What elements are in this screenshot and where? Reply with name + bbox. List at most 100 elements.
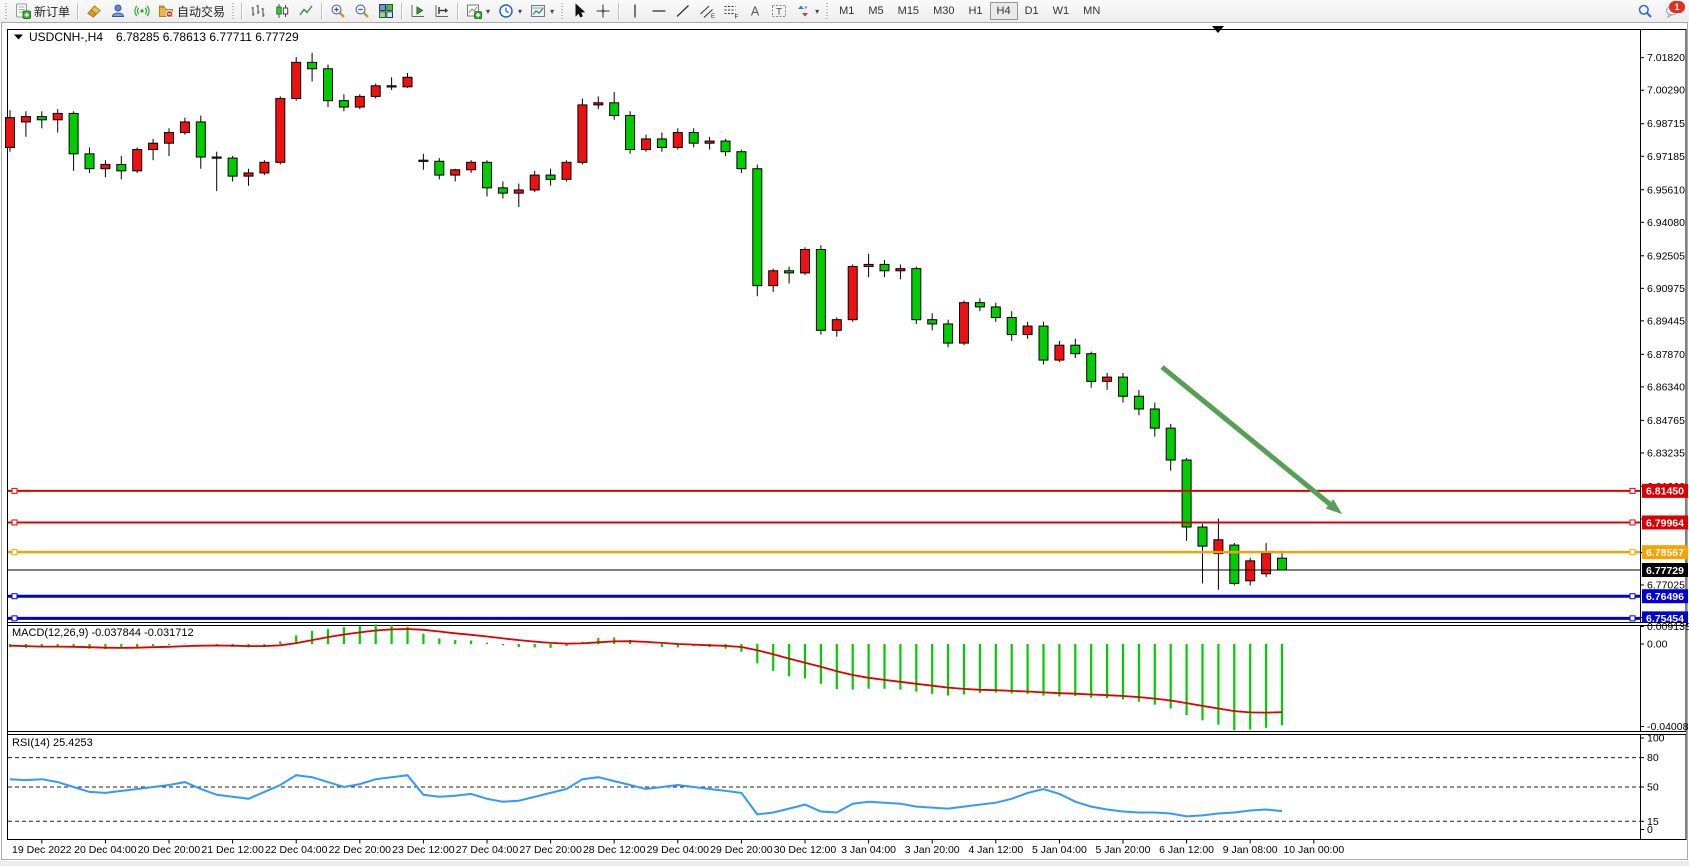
horizontal-line[interactable]: 6.78567 (8, 545, 1688, 560)
auto-scroll-button[interactable] (406, 1, 430, 21)
chart-symbol-label: USDCNH-,H4 (29, 30, 103, 44)
text-label-button[interactable]: T (767, 1, 791, 21)
toolbar-separator (401, 2, 404, 20)
new-order-label: 新订单 (34, 4, 71, 19)
arrows-button[interactable]: ▾ (791, 1, 823, 21)
candle-body (800, 249, 810, 274)
chart-window: 7.01820 7.00290 6.98715 6.97185 6.95610 6.940… (0, 22, 1689, 861)
horizontal-line-button[interactable] (647, 1, 671, 21)
time-axis[interactable]: 19 Dec 2022 20 Dec 04:00 20 Dec 20:00 21 De… (12, 839, 1344, 857)
vertical-line-icon (634, 4, 636, 18)
channel-icon: E (700, 5, 715, 19)
toolbar-gripper[interactable] (231, 3, 237, 19)
timeframe-d1-button[interactable]: D1 (1018, 2, 1046, 20)
search-button[interactable] (1633, 1, 1657, 21)
templates-button[interactable]: ▾ (526, 1, 558, 21)
svg-text:6.87870: 6.87870 (1647, 349, 1685, 361)
timeframe-m1-button[interactable]: M1 (832, 2, 861, 20)
candle-body (847, 266, 858, 321)
timeframe-m15-button[interactable]: M15 (891, 2, 926, 20)
vertical-line-button[interactable] (623, 1, 647, 21)
svg-text:80: 80 (1647, 752, 1659, 764)
horizontal-line[interactable]: 6.76496 (8, 589, 1688, 604)
chart-canvas[interactable]: 7.01820 7.00290 6.98715 6.97185 6.95610 6.940… (0, 22, 1689, 861)
account-icon (112, 4, 125, 17)
candle-body (1197, 526, 1208, 547)
svg-text:6.84765: 6.84765 (1647, 415, 1685, 427)
dropdown-arrow-icon: ▾ (550, 6, 555, 16)
toolbar-separator (457, 2, 460, 20)
candle-body (752, 168, 763, 287)
crosshair-button[interactable] (591, 1, 615, 21)
chart-shift-marker[interactable] (1212, 26, 1224, 33)
horizontal-line[interactable]: 6.81450 (8, 483, 1688, 498)
auto-trading-button[interactable]: 自动交易 (154, 1, 229, 21)
svg-text:6.83235: 6.83235 (1647, 447, 1685, 459)
cursor-button[interactable] (567, 1, 591, 21)
new-chart-button[interactable]: ▾ (462, 1, 494, 21)
timeframe-h4-button[interactable]: H4 (989, 2, 1018, 20)
chart-shift-button[interactable] (430, 1, 454, 21)
timeframe-h1-button[interactable]: H1 (961, 2, 989, 20)
candle-body (195, 121, 206, 158)
svg-text:22 Dec 04:00: 22 Dec 04:00 (265, 844, 328, 856)
candle-body (1181, 459, 1192, 528)
trendline-button[interactable] (671, 1, 695, 21)
svg-text:27 Dec 04:00: 27 Dec 04:00 (456, 844, 519, 856)
candle-chart-icon (276, 4, 289, 18)
svg-text:-0.040081: -0.040081 (1647, 721, 1689, 733)
zoom-in-button[interactable] (326, 1, 350, 21)
tile-windows-button[interactable] (374, 1, 398, 21)
macd-signal-line (9, 628, 1283, 714)
svg-text:6.92505: 6.92505 (1647, 250, 1685, 262)
periods-button[interactable]: ▾ (494, 1, 526, 21)
candle-body (990, 306, 1001, 319)
auto-trading-icon (159, 5, 174, 18)
candle-body (307, 61, 318, 70)
candle-body (656, 138, 667, 148)
line-handle (11, 549, 18, 556)
signals-button[interactable] (130, 1, 154, 21)
new-order-button[interactable]: 新订单 (11, 1, 74, 21)
horizontal-line[interactable]: 6.79964 (8, 515, 1688, 530)
candle-body (1086, 353, 1097, 382)
equidistant-channel-button[interactable]: E (695, 1, 719, 21)
timeframe-w1-button[interactable]: W1 (1046, 2, 1077, 20)
candle-body (84, 153, 95, 170)
svg-text:3 Jan 20:00: 3 Jan 20:00 (905, 844, 960, 856)
accounts-button[interactable] (106, 1, 130, 21)
candle-body (959, 302, 969, 344)
toolbar-gripper[interactable] (825, 3, 831, 19)
candle-body (1149, 408, 1160, 429)
template-icon (531, 5, 546, 17)
candle-body (593, 102, 604, 106)
fibonacci-button[interactable]: F (719, 1, 743, 21)
chart-objects-button[interactable] (82, 1, 106, 21)
svg-text:30 Dec 12:00: 30 Dec 12:00 (774, 844, 837, 856)
auto-trading-label: 自动交易 (177, 4, 226, 19)
candle-chart-button[interactable] (270, 1, 294, 21)
svg-text:6.77025: 6.77025 (1647, 579, 1685, 591)
svg-text:6.97185: 6.97185 (1647, 151, 1685, 163)
timeframe-mn-button[interactable]: MN (1076, 2, 1107, 20)
svg-text:5 Jan 20:00: 5 Jan 20:00 (1096, 844, 1151, 856)
crosshair-icon (596, 4, 610, 18)
line-handle (1629, 519, 1636, 526)
text-button[interactable]: A (743, 1, 767, 21)
candle-body (148, 142, 159, 151)
notifications-button[interactable]: 1 (1661, 1, 1685, 21)
timeframe-m5-button[interactable]: M5 (861, 2, 890, 20)
timeframe-m30-button[interactable]: M30 (926, 2, 961, 20)
chart-title: USDCNH-,H4 6.78285 6.78613 6.77711 6.7772… (14, 30, 299, 44)
zoom-out-button[interactable] (350, 1, 374, 21)
line-handle (11, 615, 18, 622)
trend-arrow-annotation[interactable] (1160, 365, 1342, 514)
toolbar-separator (321, 2, 324, 20)
toolbar-gripper[interactable] (560, 3, 566, 19)
candle-body (323, 68, 333, 102)
line-chart-button[interactable] (294, 1, 318, 21)
signal-icon (134, 5, 150, 17)
toolbar-gripper[interactable] (4, 3, 9, 19)
bar-chart-button[interactable] (246, 1, 270, 21)
